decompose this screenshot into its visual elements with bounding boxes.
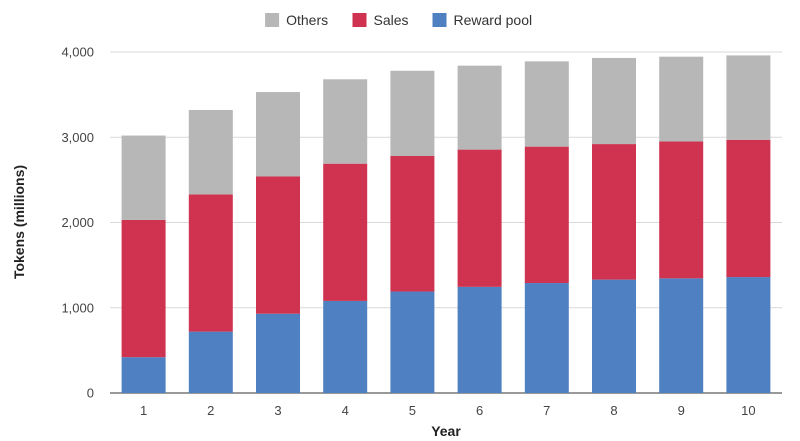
bar-stack-year-8	[592, 57, 636, 393]
bar-segment-others	[457, 65, 502, 150]
bar-segment-sales	[121, 219, 166, 358]
bar-stack-year-3	[256, 92, 300, 393]
legend-label: Reward pool	[454, 12, 533, 28]
y-tick-label: 2,000	[61, 215, 94, 230]
bar-segment-others	[390, 70, 435, 157]
bar-segment-sales	[726, 139, 771, 278]
x-tick-label: 2	[207, 403, 214, 418]
bar-stack-year-7	[524, 61, 569, 393]
x-tick-label: 5	[409, 403, 416, 418]
bar-stack-year-9	[659, 56, 704, 393]
legend-item-sales[interactable]: Sales	[352, 12, 409, 28]
bar-segment-sales	[256, 176, 300, 314]
y-tick-label: 3,000	[61, 130, 94, 145]
bar-segment-others	[121, 135, 166, 220]
legend: Others Sales Reward pool	[265, 12, 532, 28]
legend-swatch	[352, 13, 367, 27]
bar-segment-reward-pool	[726, 277, 771, 393]
x-tick-label: 10	[741, 403, 755, 418]
x-tick-label: 3	[274, 403, 281, 418]
bar-segment-others	[726, 55, 771, 140]
x-axis-ticks: 1 2 3 4 5 6 7 8 9 10	[140, 403, 756, 418]
y-tick-label: 0	[87, 386, 94, 401]
bar-stack-year-2	[188, 109, 233, 393]
bar-segment-reward-pool	[390, 291, 435, 393]
bar-segment-reward-pool	[592, 279, 636, 393]
y-axis-title: Tokens (millions)	[11, 165, 27, 279]
bar-segment-reward-pool	[121, 357, 166, 393]
x-tick-label: 6	[476, 403, 483, 418]
bar-segment-sales	[188, 194, 233, 332]
x-tick-label: 8	[610, 403, 617, 418]
bar-segment-sales	[524, 146, 569, 284]
x-tick-label: 9	[678, 403, 685, 418]
bar-segment-sales	[592, 144, 636, 280]
legend-label: Others	[286, 12, 328, 28]
bar-segment-others	[188, 109, 233, 195]
y-tick-label: 1,000	[61, 300, 94, 315]
legend-swatch	[265, 13, 280, 27]
legend-label: Sales	[374, 12, 409, 28]
bar-stack-year-10	[726, 55, 771, 393]
legend-item-others[interactable]: Others	[265, 12, 328, 28]
bar-segment-others	[323, 79, 368, 164]
bar-stack-year-1	[121, 135, 166, 393]
x-tick-label: 7	[543, 403, 550, 418]
bars	[121, 55, 771, 393]
bar-segment-reward-pool	[524, 283, 569, 393]
y-tick-label: 4,000	[61, 45, 94, 60]
bar-segment-reward-pool	[457, 286, 502, 393]
bar-segment-sales	[390, 156, 435, 292]
bar-stack-year-5	[390, 70, 435, 393]
bar-segment-sales	[323, 163, 368, 301]
bar-segment-sales	[659, 141, 704, 279]
legend-swatch	[432, 13, 447, 27]
y-axis-ticks: 0 1,000 2,000 3,000 4,000	[61, 45, 94, 401]
x-tick-label: 1	[140, 403, 147, 418]
x-tick-label: 4	[342, 403, 349, 418]
bar-segment-sales	[457, 149, 502, 287]
bar-segment-others	[592, 57, 636, 145]
bar-segment-others	[524, 61, 569, 147]
bar-segment-reward-pool	[659, 278, 704, 393]
bar-stack-year-4	[323, 79, 368, 393]
bar-segment-reward-pool	[188, 331, 233, 393]
x-axis-title: Year	[431, 423, 461, 439]
bar-stack-year-6	[457, 65, 502, 393]
bar-segment-reward-pool	[323, 300, 368, 393]
bar-segment-reward-pool	[256, 313, 300, 393]
legend-item-reward-pool[interactable]: Reward pool	[432, 12, 533, 28]
bar-segment-others	[256, 92, 300, 177]
bar-segment-others	[659, 56, 704, 142]
